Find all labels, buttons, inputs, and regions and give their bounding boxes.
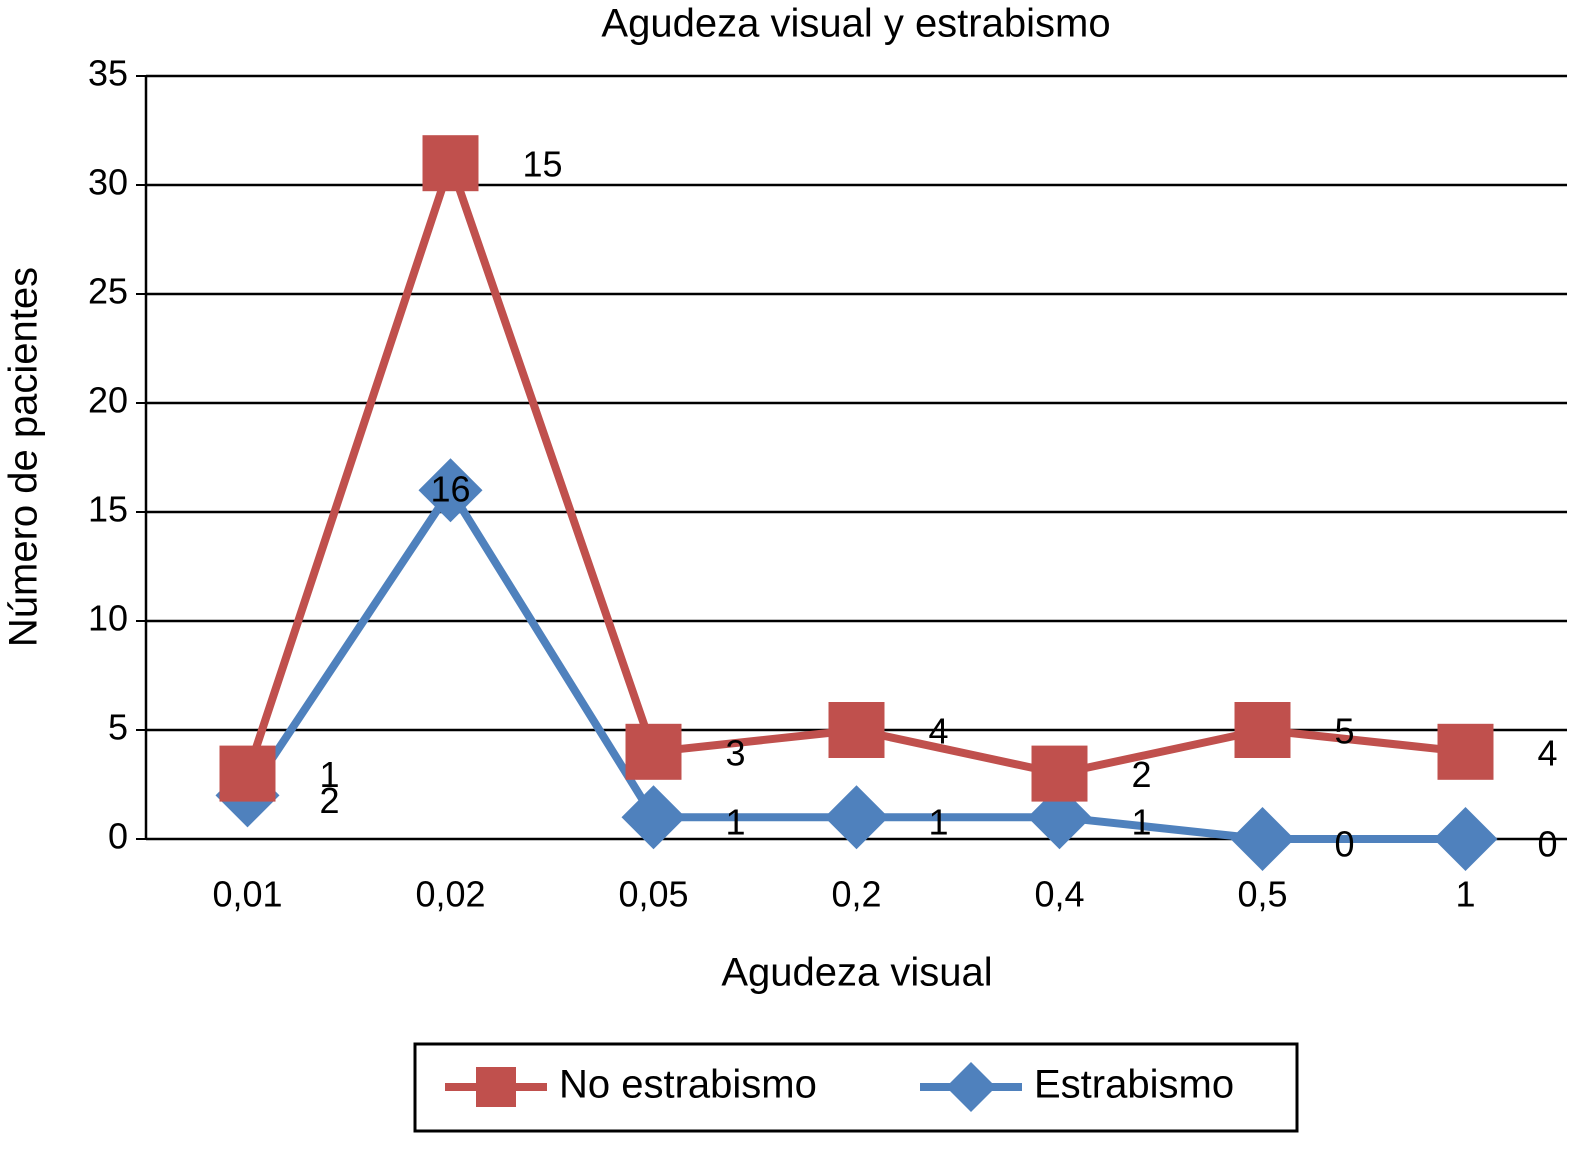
data-point xyxy=(1437,723,1494,780)
data-label: 1 xyxy=(320,754,340,795)
x-tick-label: 1 xyxy=(1455,874,1475,915)
data-label: 15 xyxy=(523,144,563,185)
x-tick-label: 0,2 xyxy=(831,874,881,915)
y-tick-label: 20 xyxy=(88,380,128,421)
legend-marker xyxy=(946,1062,996,1112)
data-label: 4 xyxy=(1538,732,1558,773)
x-tick-label: 0,5 xyxy=(1237,874,1287,915)
data-point xyxy=(219,745,276,802)
data-point xyxy=(1230,807,1295,871)
data-label: 2 xyxy=(1132,754,1152,795)
data-point xyxy=(1433,807,1498,871)
y-tick-label: 35 xyxy=(88,53,128,94)
data-label: 16 xyxy=(430,469,470,510)
data-label: 1 xyxy=(1132,802,1152,843)
data-point xyxy=(621,785,686,850)
data-point xyxy=(828,702,885,758)
legend-marker xyxy=(476,1067,516,1107)
x-tick-label: 0,05 xyxy=(618,874,688,915)
data-label: 0 xyxy=(1538,824,1558,865)
data-label: 4 xyxy=(929,711,949,752)
y-tick-label: 5 xyxy=(108,707,128,748)
x-tick-label: 0,02 xyxy=(415,874,485,915)
data-label: 1 xyxy=(726,802,746,843)
data-label: 5 xyxy=(1335,711,1355,752)
x-axis-title: Agudeza visual xyxy=(721,951,992,995)
data-label: 1 xyxy=(929,802,949,843)
data-label: 0 xyxy=(1335,824,1355,865)
chart-title: Agudeza visual y estrabismo xyxy=(601,2,1110,46)
data-point xyxy=(418,458,483,523)
legend-box xyxy=(413,1042,1299,1133)
data-label: 2 xyxy=(320,780,340,821)
y-tick-label: 30 xyxy=(88,162,128,203)
data-point xyxy=(824,785,889,850)
y-tick-label: 15 xyxy=(88,489,128,530)
data-point xyxy=(625,723,682,780)
y-tick-label: 25 xyxy=(88,271,128,312)
y-tick-label: 10 xyxy=(88,598,128,639)
data-point xyxy=(1234,702,1291,758)
legend-label: No estrabismo xyxy=(559,1063,817,1107)
data-point xyxy=(1031,745,1088,802)
y-tick-label: 0 xyxy=(108,816,128,857)
x-tick-label: 0,4 xyxy=(1034,874,1084,915)
y-axis-title: Número de pacientes xyxy=(2,267,46,647)
data-label: 3 xyxy=(726,732,746,773)
legend-label: Estrabismo xyxy=(1034,1063,1234,1107)
x-tick-label: 0,01 xyxy=(212,874,282,915)
data-point xyxy=(422,135,479,192)
